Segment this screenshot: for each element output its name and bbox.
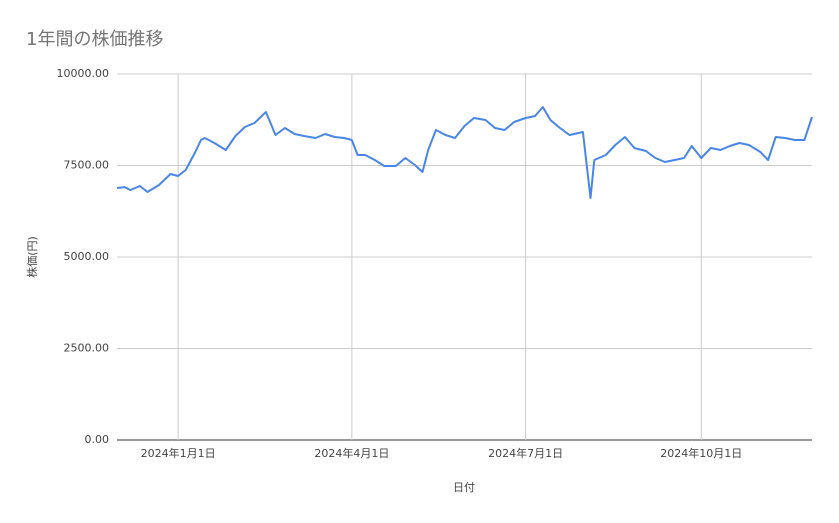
y-tick-label: 10000.00 [57, 67, 110, 80]
x-tick-label: 2024年7月1日 [488, 446, 563, 460]
y-tick-label: 5000.00 [64, 250, 110, 263]
x-tick-label: 2024年1月1日 [141, 446, 216, 460]
y-tick-label: 0.00 [85, 433, 110, 446]
chart-title: 1年間の株価推移 [26, 29, 163, 50]
x-tick-label: 2024年10月1日 [660, 446, 742, 460]
y-tick-label: 2500.00 [64, 342, 110, 355]
line [116, 106, 813, 199]
y-axis-title: 株価(円) [25, 236, 39, 278]
x-tick-label: 2024年4月1日 [314, 446, 389, 460]
x-axis-title: 日付 [453, 481, 475, 494]
y-tick-label: 7500.00 [64, 159, 110, 172]
